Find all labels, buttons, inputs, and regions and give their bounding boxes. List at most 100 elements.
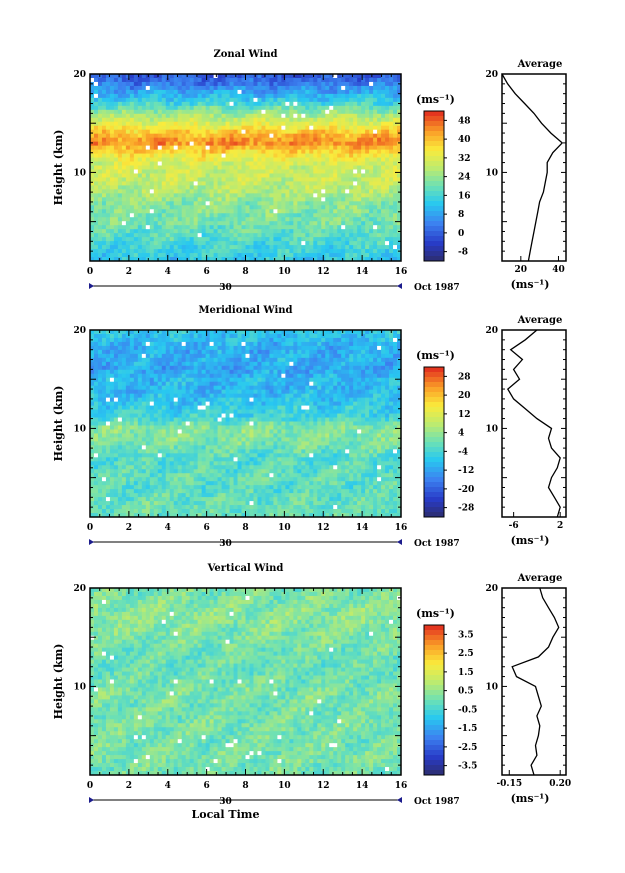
heatmap-cell — [353, 353, 358, 359]
heatmap-cell — [205, 185, 211, 190]
heatmap-cell — [293, 125, 298, 131]
heatmap-cell — [325, 133, 330, 139]
heatmap-cell — [317, 125, 322, 131]
heatmap-cell — [217, 345, 222, 351]
heatmap-cell — [181, 161, 187, 166]
heatmap-cell — [153, 145, 159, 150]
heatmap-cell — [313, 77, 318, 83]
heatmap-cell — [137, 169, 143, 174]
heatmap-cell — [373, 381, 378, 387]
heatmap-cell — [361, 361, 366, 367]
heatmap-cell — [369, 361, 374, 367]
heatmap-cell — [113, 257, 119, 262]
heatmap-cell — [181, 129, 187, 135]
heatmap-cell — [349, 241, 354, 246]
heatmap-cell — [225, 133, 230, 139]
heatmap-cell — [241, 357, 246, 363]
heatmap-cell — [90, 217, 95, 222]
heatmap-cell — [393, 185, 398, 190]
heatmap-cell — [225, 145, 230, 150]
heatmap-cell — [361, 129, 366, 135]
heatmap-cell — [229, 330, 234, 335]
heatmap-cell — [101, 189, 107, 194]
heatmap-cell — [393, 237, 398, 242]
heatmap-cell — [133, 205, 139, 210]
heatmap-cell — [321, 205, 326, 210]
heatmap-cell — [197, 161, 203, 166]
heatmap-cell — [341, 205, 346, 210]
heatmap-cell — [269, 113, 274, 119]
heatmap-cell — [177, 349, 183, 355]
heatmap-cell — [217, 145, 222, 150]
heatmap-cell — [313, 153, 318, 158]
heatmap-cell — [97, 113, 103, 119]
heatmap-cell — [317, 157, 322, 162]
heatmap-cell — [97, 77, 103, 83]
heatmap-cell — [181, 133, 187, 139]
heatmap-cell — [189, 133, 195, 139]
heatmap-cell — [213, 149, 218, 154]
heatmap-cell — [369, 193, 374, 198]
heatmap-cell — [297, 341, 302, 347]
heatmap-cell — [189, 249, 195, 254]
heatmap-cell — [165, 353, 171, 359]
heatmap-cell — [361, 121, 366, 127]
heatmap-cell — [129, 197, 135, 202]
heatmap-cell — [193, 345, 199, 351]
heatmap-cell — [109, 89, 115, 95]
heatmap-cell — [141, 137, 147, 143]
heatmap-cell — [117, 177, 123, 182]
heatmap-cell — [169, 113, 175, 119]
heatmap-cell — [341, 157, 346, 162]
heatmap-cell — [321, 361, 326, 367]
heatmap-cell — [309, 181, 314, 186]
heatmap-cell — [373, 89, 378, 95]
heatmap-cell — [137, 173, 143, 178]
heatmap-cell — [337, 345, 342, 351]
heatmap-cell — [381, 333, 386, 339]
heatmap-cell — [213, 241, 218, 246]
heatmap-cell — [365, 121, 370, 127]
heatmap-cell — [257, 97, 262, 103]
heatmap-cell — [161, 161, 167, 166]
heatmap-cell — [213, 81, 218, 87]
heatmap-cell — [221, 241, 226, 246]
heatmap-cell — [205, 177, 211, 182]
heatmap-cell — [181, 141, 187, 147]
heatmap-cell — [165, 149, 171, 154]
heatmap-cell — [205, 345, 211, 351]
heatmap-cell — [333, 197, 338, 202]
heatmap-cell — [281, 365, 286, 371]
heatmap-cell — [245, 121, 250, 127]
heatmap-cell — [161, 205, 167, 210]
heatmap-cell — [285, 173, 290, 178]
heatmap-cell — [277, 377, 282, 383]
heatmap-cell — [141, 85, 147, 91]
heatmap-cell — [361, 109, 366, 115]
heatmap-cell — [309, 149, 314, 154]
heatmap-cell — [277, 109, 282, 115]
heatmap-cell — [133, 157, 139, 162]
heatmap-cell — [137, 93, 143, 99]
heatmap-cell — [125, 74, 131, 79]
heatmap-cell — [209, 213, 215, 218]
heatmap-cell — [349, 225, 354, 230]
heatmap-cell — [321, 89, 326, 95]
heatmap-cell — [357, 105, 362, 111]
heatmap-cell — [325, 241, 330, 246]
heatmap-cell — [253, 221, 258, 226]
heatmap-cell — [297, 221, 302, 226]
heatmap-cell — [365, 257, 370, 262]
heatmap-cell — [229, 77, 234, 83]
heatmap-cell — [269, 361, 274, 367]
heatmap-cell — [109, 373, 115, 379]
heatmap-cell — [121, 225, 127, 230]
heatmap-cell — [329, 101, 334, 107]
heatmap-cell — [321, 201, 326, 206]
heatmap-cell — [237, 181, 242, 186]
heatmap-cell — [149, 105, 155, 111]
heatmap-cell — [229, 337, 234, 343]
heatmap-cell — [393, 221, 398, 226]
heatmap-cell — [329, 241, 334, 246]
heatmap-cell — [161, 105, 167, 111]
